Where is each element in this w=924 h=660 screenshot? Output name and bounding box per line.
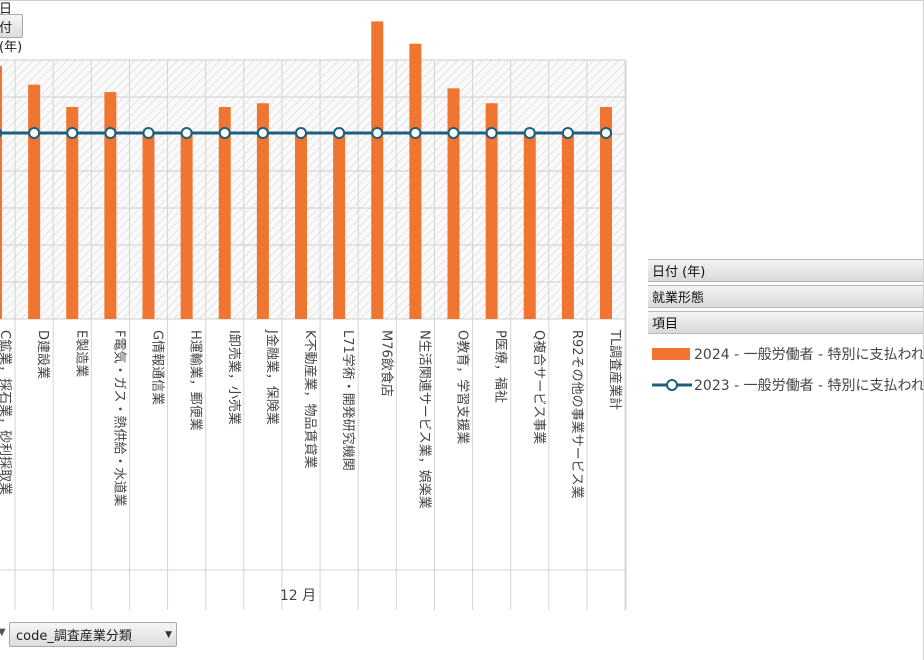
legend-header-employment[interactable]: 就業形態 xyxy=(648,285,924,308)
category-label: N生活関連サービス業，娯楽業 xyxy=(416,330,432,509)
line-point xyxy=(561,127,574,139)
line-point xyxy=(600,127,612,139)
bar xyxy=(180,133,193,319)
category-label: Q複合サービス事業 xyxy=(531,330,547,444)
category-label: K不動産業，物品賃貸業 xyxy=(302,330,318,469)
bar xyxy=(333,133,346,319)
category-label: F電気・ガス・熱供給・水道業 xyxy=(111,330,127,506)
category-label: TL調査産業計 xyxy=(607,329,623,410)
bar xyxy=(28,84,41,319)
line-point xyxy=(333,127,346,139)
line-point xyxy=(256,127,269,139)
date-field-label: 日付 (年) xyxy=(0,1,23,55)
legend-item-2023: 2023 - 一般労働者 - 特別に支払われた給与 xyxy=(652,375,924,395)
line-series xyxy=(0,127,612,139)
category-label: G情報通信業 xyxy=(150,330,166,405)
plot-area-hatch xyxy=(0,60,626,319)
legend-header-date[interactable]: 日付 (年) xyxy=(648,259,924,282)
category-label: I卸売業，小売業 xyxy=(226,330,242,425)
bar xyxy=(104,92,117,319)
category-label: D建設業 xyxy=(35,330,51,379)
line-point xyxy=(409,127,422,139)
top-border xyxy=(0,0,924,1)
line-swatch-icon xyxy=(652,379,692,391)
legend-label-2024: 2024 - 一般労働者 - 特別に支払われた給与 xyxy=(694,347,924,363)
line-point xyxy=(295,127,307,139)
category-labels: C鉱業，採石業，砂利採取業 D建設業 E製造業 F電気・ガス・熱供給・水道業 G情報通信… xyxy=(0,329,623,509)
date-field-button[interactable]: 日付 (年) xyxy=(0,2,23,55)
line-point xyxy=(523,127,536,139)
line-point xyxy=(66,127,79,139)
category-label: M76飲食店 xyxy=(378,330,394,397)
line-point xyxy=(485,127,498,139)
chevron-down-icon: ▼ xyxy=(165,629,172,640)
line-point xyxy=(0,128,2,138)
line-point xyxy=(28,127,41,139)
bar xyxy=(371,21,384,320)
bar xyxy=(256,103,269,320)
category-label: P医療，福祉 xyxy=(493,330,508,403)
category-label: R92その他の事業サービス業 xyxy=(569,330,585,499)
bar-swatch-icon xyxy=(652,348,690,360)
bar xyxy=(142,133,155,319)
bar xyxy=(600,106,612,320)
line-point xyxy=(142,127,155,139)
category-label: L71学術・開発研究機関 xyxy=(340,330,356,471)
category-label: O教育，学習支援業 xyxy=(455,330,471,444)
bar xyxy=(561,133,574,319)
line-point xyxy=(371,127,384,139)
category-label: J金融業，保険業 xyxy=(264,329,280,425)
bar xyxy=(485,103,498,320)
bar xyxy=(218,106,231,320)
legend-label-2023: 2023 - 一般労働者 - 特別に支払われた給与 xyxy=(694,378,924,394)
category-label: E製造業 xyxy=(73,330,89,377)
bar xyxy=(0,66,2,319)
bar xyxy=(409,43,422,319)
bar xyxy=(66,106,79,320)
line-point xyxy=(180,127,193,139)
bar xyxy=(447,88,460,319)
bar xyxy=(295,133,307,319)
category-label: H運輸業，郵便業 xyxy=(188,330,204,431)
category-label: C鉱業，採石業，砂利採取業 xyxy=(0,330,13,495)
line-point xyxy=(447,127,460,139)
legend-item-2024: 2024 - 一般労働者 - 特別に支払われた給与 xyxy=(652,344,924,364)
code-field-button[interactable]: code_調査産業分類 ▼ xyxy=(9,622,177,647)
line-point xyxy=(218,127,231,139)
code-field-label: code_調査産業分類 xyxy=(16,629,132,644)
line-point xyxy=(104,127,117,139)
bar xyxy=(523,133,536,319)
legend-header-item[interactable]: 項目 xyxy=(648,311,924,334)
filter-icon[interactable]: ▼ xyxy=(0,627,6,638)
x-axis-label: 12 月 xyxy=(280,588,316,604)
bars xyxy=(0,21,612,320)
